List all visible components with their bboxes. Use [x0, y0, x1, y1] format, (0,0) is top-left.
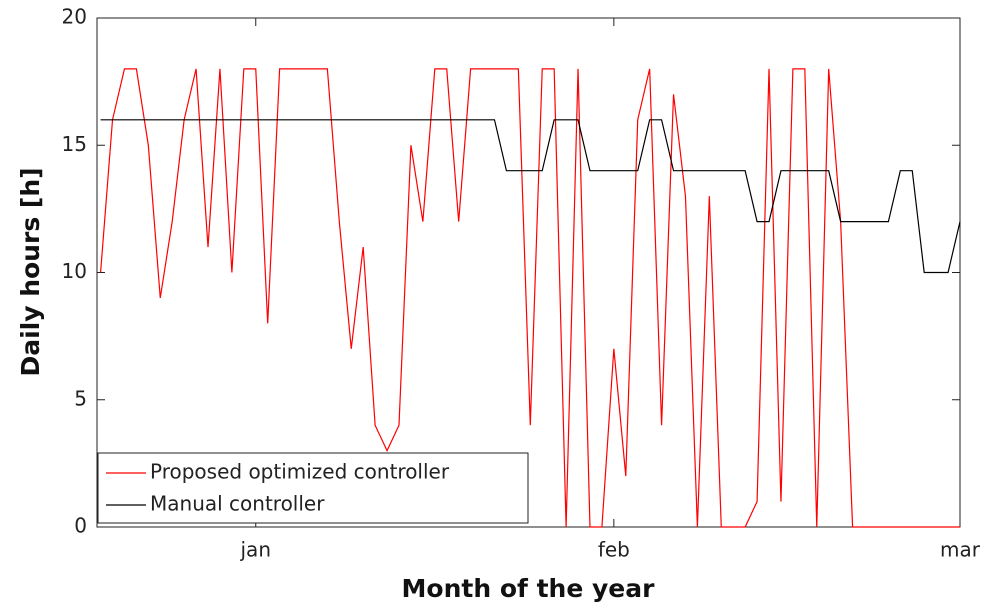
- y-tick-label: 5: [74, 386, 87, 410]
- data-line: [100, 119, 961, 274]
- plot-area: [96, 17, 961, 528]
- y-tick-label: 15: [62, 132, 87, 156]
- y-tick-label: 0: [74, 514, 87, 538]
- y-axis-label: Daily hours [h]: [16, 167, 45, 376]
- x-tick-label: feb: [598, 538, 630, 562]
- y-tick-label: 10: [62, 259, 87, 283]
- x-axis-label: Month of the year: [402, 574, 656, 603]
- data-line: [99, 68, 960, 528]
- x-tick-label: jan: [240, 538, 272, 562]
- legend-box: [97, 452, 529, 524]
- x-tick-label: mar: [940, 538, 981, 562]
- y-tick-label: 20: [62, 5, 87, 29]
- legend-label: Manual controller: [150, 492, 325, 516]
- legend-label: Proposed optimized controller: [150, 460, 450, 484]
